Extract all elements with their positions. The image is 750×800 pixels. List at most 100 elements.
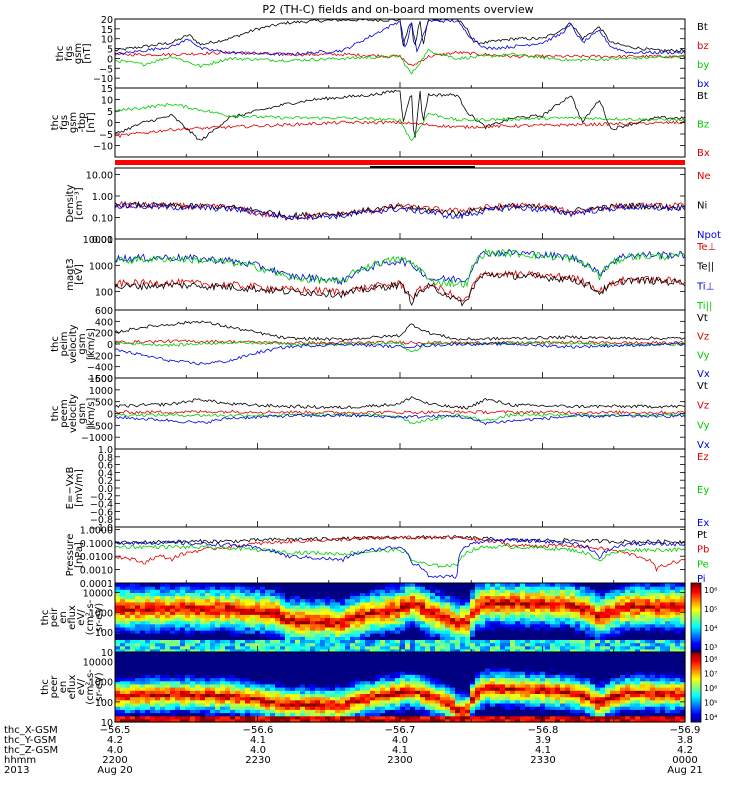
- y-tick-label: 100: [95, 628, 113, 639]
- spectrogram-cell: [495, 677, 501, 682]
- spectrogram-cell: [345, 598, 351, 603]
- spectrogram-cell: [480, 636, 486, 640]
- spectrogram-cell: [380, 674, 386, 679]
- spectrogram-cell: [380, 620, 386, 625]
- spectrogram-cell: [205, 636, 211, 640]
- spectrogram-cell: [395, 636, 401, 640]
- spectrogram-cell: [500, 718, 506, 723]
- spectrogram-cell: [230, 671, 236, 675]
- spectrogram-cell: [135, 626, 141, 631]
- spectrogram-cell: [265, 661, 271, 666]
- spectrogram-cell: [180, 611, 186, 615]
- spectrogram-cell: [155, 620, 161, 625]
- spectrogram-cell: [400, 652, 406, 656]
- spectrogram-cell: [360, 623, 366, 628]
- spectrogram-cell: [385, 608, 391, 612]
- spectrogram-cell: [190, 608, 196, 612]
- spectrogram-cell: [410, 642, 416, 647]
- spectrogram-cell: [220, 630, 226, 634]
- spectrogram-cell: [235, 664, 241, 669]
- spectrogram-cell: [580, 702, 586, 707]
- spectrogram-cell: [205, 687, 211, 691]
- spectrogram-cell: [480, 589, 486, 593]
- spectrogram-cell: [445, 693, 451, 698]
- y-axis-label: [nPa]: [74, 542, 85, 568]
- spectrogram-cell: [225, 718, 231, 723]
- spectrogram-cell: [180, 595, 186, 600]
- spectrogram-cell: [530, 645, 536, 650]
- spectrogram-cell: [350, 667, 356, 672]
- spectrogram-cell: [335, 601, 341, 606]
- spectrogram-cell: [230, 608, 236, 612]
- spectrogram-cell: [480, 655, 486, 659]
- spectrogram-cell: [415, 693, 421, 698]
- spectrogram-cell: [530, 715, 536, 720]
- spectrogram-cell: [220, 664, 226, 669]
- spectrogram-cell: [385, 605, 391, 609]
- spectrogram-cell: [530, 687, 536, 691]
- spectrogram-cell: [155, 661, 161, 666]
- spectrogram-cell: [310, 639, 316, 644]
- spectrogram-cell: [355, 677, 361, 682]
- spectrogram-cell: [355, 592, 361, 597]
- spectrogram-cell: [210, 696, 216, 701]
- spectrogram-cell: [660, 611, 666, 615]
- spectrogram-cell: [575, 589, 581, 593]
- spectrogram-cell: [210, 592, 216, 597]
- spectrogram-cell: [355, 696, 361, 701]
- spectrogram-cell: [225, 655, 231, 659]
- spectrogram-cell: [305, 690, 311, 694]
- spectrogram-cell: [165, 693, 171, 698]
- spectrogram-cell: [550, 642, 556, 647]
- spectrogram-cell: [250, 683, 256, 688]
- spectrogram-cell: [320, 633, 326, 637]
- spectrogram-cell: [185, 642, 191, 647]
- spectrogram-cell: [430, 699, 436, 704]
- spectrogram-cell: [480, 623, 486, 628]
- spectrogram-cell: [525, 639, 531, 644]
- spectrogram-cell: [220, 718, 226, 723]
- spectrogram-cell: [445, 605, 451, 609]
- spectrogram-cell: [515, 674, 521, 679]
- spectrogram-cell: [470, 595, 476, 600]
- spectrogram-cell: [475, 589, 481, 593]
- spectrogram-cell: [300, 592, 306, 597]
- spectrogram-cell: [480, 630, 486, 634]
- spectrogram-cell: [615, 598, 621, 603]
- spectrogram-cell: [390, 598, 396, 603]
- spectrogram-cell: [165, 699, 171, 704]
- spectrogram-cell: [345, 664, 351, 669]
- spectrogram-cell: [400, 693, 406, 698]
- spectrogram-cell: [390, 639, 396, 644]
- spectrogram-cell: [185, 667, 191, 672]
- spectrogram-cell: [170, 583, 176, 587]
- y-axis-label: E=−VxB: [65, 467, 76, 510]
- y-tick-label: 1500: [89, 374, 113, 385]
- spectrogram-cell: [405, 623, 411, 628]
- spectrogram-cell: [280, 687, 286, 691]
- spectrogram-cell: [560, 671, 566, 675]
- spectrogram-cell: [465, 702, 471, 707]
- spectrogram-cell: [495, 614, 501, 619]
- spectrogram-cell: [445, 633, 451, 637]
- spectrogram-cell: [645, 630, 651, 634]
- spectrogram-cell: [425, 715, 431, 720]
- spectrogram-cell: [550, 586, 556, 590]
- spectrogram-cell: [460, 661, 466, 666]
- spectrogram-cell: [255, 605, 261, 609]
- spectrogram-cell: [405, 715, 411, 720]
- spectrogram-cell: [480, 696, 486, 701]
- spectrogram-cell: [205, 633, 211, 637]
- spectrogram-cell: [500, 709, 506, 714]
- spectrogram-cell: [190, 586, 196, 590]
- spectrogram-cell: [275, 620, 281, 625]
- spectrogram-cell: [195, 601, 201, 606]
- spectrogram-cell: [525, 633, 531, 637]
- spectrogram-cell: [120, 642, 126, 647]
- spectrogram-cell: [155, 693, 161, 698]
- spectrogram-cell: [115, 658, 121, 663]
- spectrogram-cell: [420, 642, 426, 647]
- spectrogram-cell: [665, 608, 671, 612]
- spectrogram-cell: [565, 674, 571, 679]
- spectrogram-cell: [525, 626, 531, 631]
